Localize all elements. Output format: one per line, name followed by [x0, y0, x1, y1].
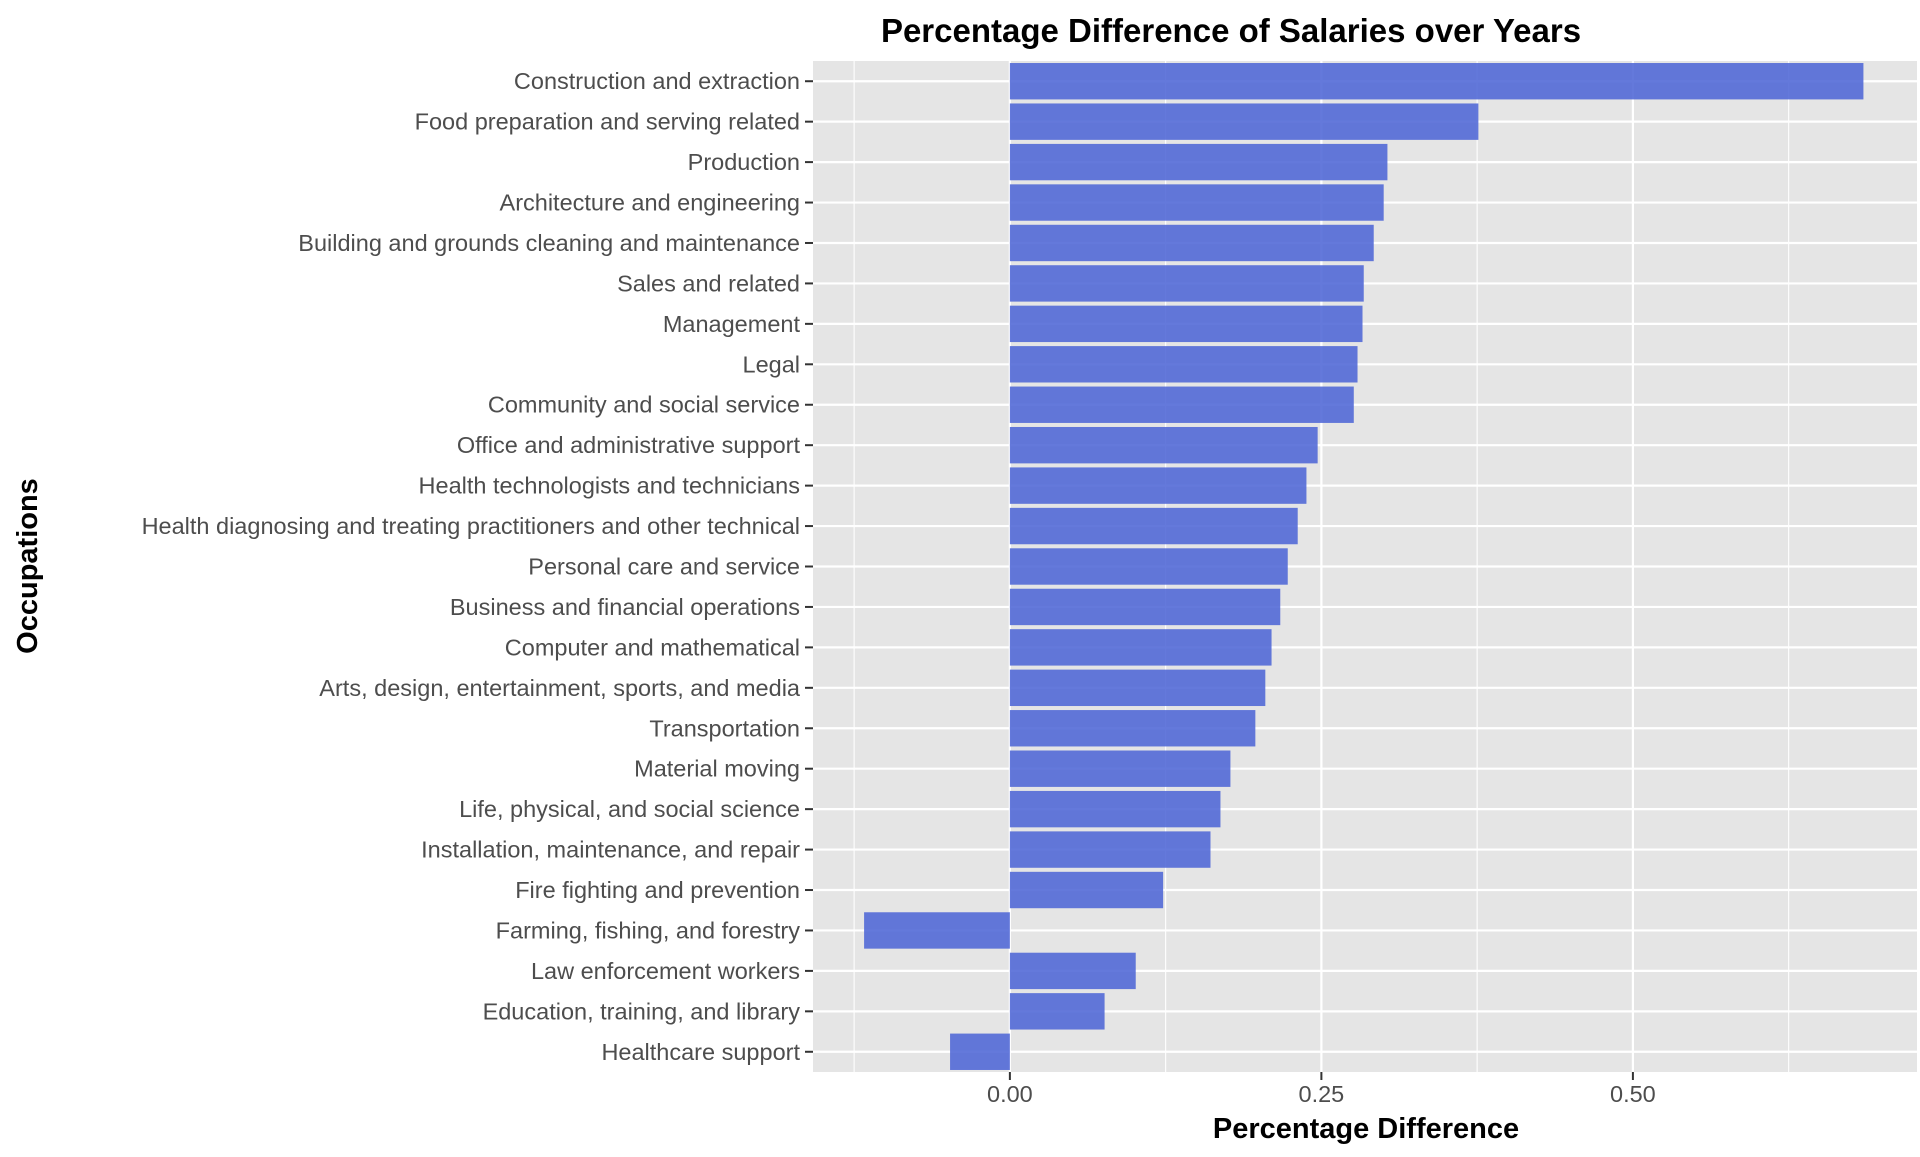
y-tick-label: Sales and related	[617, 270, 800, 296]
bar	[1009, 871, 1164, 909]
x-tick-label: 0.25	[1299, 1081, 1345, 1107]
y-tick-label: Construction and extraction	[514, 68, 800, 94]
bar	[1009, 750, 1231, 787]
bar	[1009, 143, 1388, 181]
y-tick-label: Arts, design, entertainment, sports, and…	[319, 675, 801, 701]
x-axis-title: Percentage Difference	[1213, 1113, 1519, 1145]
y-tick-label: Building and grounds cleaning and mainte…	[298, 230, 800, 256]
bar	[1009, 467, 1307, 504]
y-tick-label: Life, physical, and social science	[459, 796, 800, 822]
y-tick-label: Material moving	[634, 756, 800, 782]
bar	[1009, 224, 1374, 262]
x-axis: 0.00 0.25 0.50	[987, 1072, 1656, 1107]
y-tick-label: Farming, fishing, and forestry	[496, 917, 801, 943]
y-tick-label: Production	[688, 149, 800, 175]
y-tick-label: Health diagnosing and treating practitio…	[142, 513, 800, 539]
y-tick-label: Education, training, and library	[483, 998, 801, 1024]
y-tick-label: Office and administrative support	[457, 432, 801, 458]
y-tick-label: Law enforcement workers	[531, 958, 800, 984]
bar	[1009, 588, 1281, 626]
bar	[1009, 952, 1136, 990]
x-tick-label: 0.50	[1610, 1081, 1656, 1107]
bar	[1009, 426, 1318, 464]
y-tick-label: Installation, maintenance, and repair	[421, 837, 800, 863]
bar	[1009, 790, 1221, 828]
y-tick-label: Architecture and engineering	[500, 190, 800, 216]
bar	[1009, 507, 1298, 545]
y-tick-label: Food preparation and serving related	[415, 109, 800, 135]
bars	[864, 63, 1864, 1070]
y-tick-label: Business and financial operations	[450, 594, 800, 620]
bar	[1009, 63, 1864, 100]
bar	[1009, 103, 1479, 140]
bar	[1009, 831, 1211, 868]
y-tick-label: Community and social service	[488, 392, 800, 418]
bar	[1009, 710, 1256, 747]
bar	[1009, 629, 1272, 666]
y-axis: Construction and extraction Food preparat…	[142, 68, 813, 1065]
bar	[1009, 184, 1384, 221]
bar	[1009, 265, 1364, 302]
x-tick-label: 0.00	[987, 1081, 1033, 1107]
chart-title: Percentage Difference of Salaries over Y…	[881, 12, 1581, 49]
bar	[1009, 548, 1288, 585]
y-tick-label: Health technologists and technicians	[419, 473, 800, 499]
bar	[1009, 993, 1105, 1030]
bar	[1009, 669, 1266, 707]
y-tick-label: Legal	[743, 351, 801, 377]
bar	[1009, 305, 1363, 343]
y-tick-label: Computer and mathematical	[505, 634, 800, 660]
bar	[1009, 346, 1358, 383]
y-tick-label: Healthcare support	[601, 1039, 800, 1065]
y-axis-title: Occupations	[12, 478, 44, 654]
y-tick-label: Personal care and service	[528, 554, 800, 580]
y-tick-label: Transportation	[649, 715, 800, 741]
bar	[1009, 386, 1354, 423]
y-tick-label: Fire fighting and prevention	[515, 877, 800, 903]
y-tick-label: Management	[663, 311, 801, 337]
bar	[864, 912, 1010, 949]
bar	[950, 1033, 1010, 1070]
